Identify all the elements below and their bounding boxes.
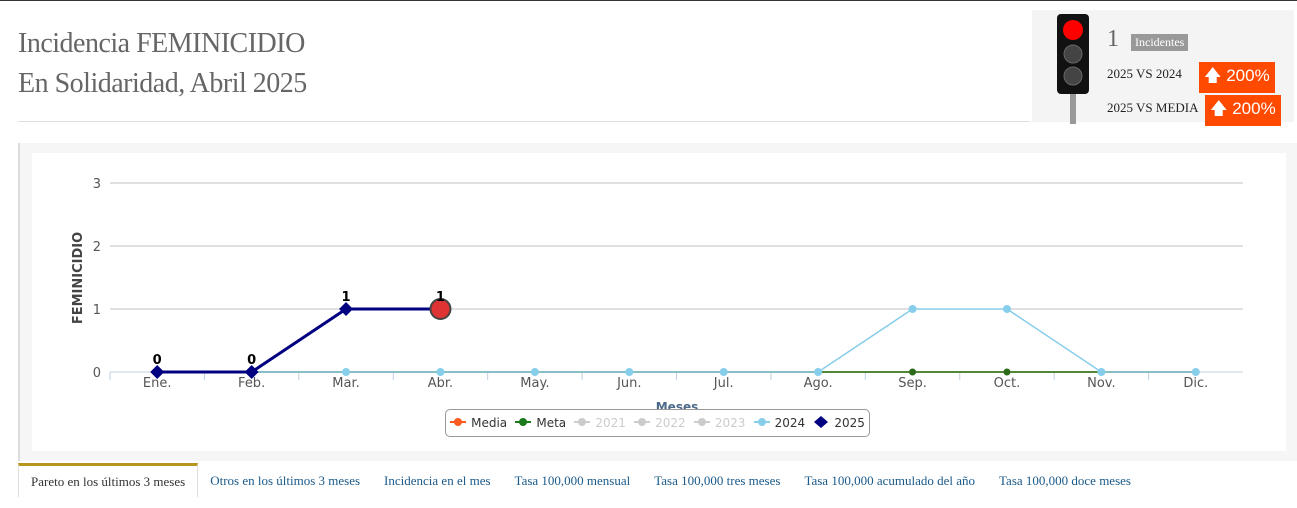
legend-item-2022[interactable]: 2022 [634, 416, 686, 430]
title-line-2: En Solidaridad, Abril 2025 [18, 68, 307, 99]
y-tick-label: 2 [93, 240, 101, 255]
chart-card [32, 153, 1286, 451]
legend-marker-icon [574, 416, 591, 430]
point-2024 [530, 368, 539, 376]
legend-label: 2024 [774, 416, 806, 430]
point-2024 [814, 368, 823, 376]
legend-marker-icon [634, 416, 651, 430]
page-title: Incidencia FEMINICIDIO En Solidaridad, A… [18, 24, 307, 104]
line-chart: 0 1 2 3 Ene. Feb. Mar. Abr. May. Jun. Jul. Ago. Sep.… [71, 177, 1243, 414]
x-tick-label: Feb. [238, 376, 265, 391]
legend-item-media[interactable]: Media [450, 416, 507, 430]
chart-legend: Media Meta 2021 2022 2023 2024 2025 [445, 409, 870, 437]
tab-4[interactable]: Tasa 100,000 tres meses [654, 473, 781, 488]
legend-label: 2022 [655, 416, 686, 430]
tab-0[interactable]: Pareto en los últimos 3 meses [18, 463, 199, 497]
x-tick-label: Nov. [1087, 376, 1116, 391]
tab-bar: Pareto en los últimos 3 meses Otros en lo… [18, 463, 1143, 497]
current-month-marker [429, 298, 452, 320]
y-axis-title: FEMINICIDIO [71, 232, 86, 324]
y-tick-label: 1 [93, 303, 101, 318]
legend-marker-icon [450, 416, 467, 430]
point-2024 [1002, 305, 1011, 313]
x-tick-label: Oct. [994, 376, 1021, 391]
legend-marker-icon [515, 416, 532, 430]
top-border [0, 0, 1297, 1]
tab-1[interactable]: Otros en los últimos 3 meses [210, 473, 361, 488]
legend-label: Meta [536, 416, 567, 430]
point-2024 [1097, 368, 1106, 376]
divider [18, 121, 1030, 122]
x-tick-label: Ago. [804, 376, 833, 391]
point-meta [909, 368, 917, 376]
vs-media-badge: 🡅 200% [1205, 95, 1281, 126]
x-tick-label: Sep. [898, 376, 927, 391]
vs-2024-badge: 🡅 200% [1199, 62, 1275, 93]
tab-3[interactable]: Tasa 100,000 mensual [514, 473, 631, 488]
legend-label: 2021 [595, 416, 626, 430]
x-tick-label: Ene. [143, 376, 172, 391]
point-2024 [625, 368, 634, 376]
vs-media-label: 2025 VS MEDIA [1107, 100, 1199, 115]
x-tick-label: Jul. [713, 376, 734, 391]
incident-count: 1 [1107, 26, 1119, 52]
legend-item-meta[interactable]: Meta [515, 416, 566, 430]
kpi-panel: 1 Incidentes 2025 VS 2024 🡅 200% 2025 VS… [1032, 10, 1294, 126]
x-tick-label: Jun. [616, 376, 641, 391]
y-tick-label: 3 [93, 177, 101, 192]
point-2024 [342, 368, 351, 376]
point-2025 [150, 365, 165, 379]
point-2025 [244, 365, 259, 379]
data-label: 1 [342, 290, 351, 305]
vs-2024-label: 2025 VS 2024 [1107, 66, 1182, 81]
tab-6[interactable]: Tasa 100,000 doce meses [999, 473, 1131, 488]
legend-marker-icon [753, 416, 770, 430]
tab-5[interactable]: Tasa 100,000 acumulado del año [804, 473, 976, 488]
legend-label: Media [471, 416, 508, 430]
tab-2[interactable]: Incidencia en el mes [384, 473, 491, 488]
legend-label: 2023 [714, 416, 746, 430]
data-label: 0 [247, 353, 256, 368]
chart-panel [18, 143, 1297, 461]
series-line-2024 [157, 308, 1196, 373]
x-tick-label: May. [520, 376, 549, 391]
point-2024 [436, 368, 445, 376]
data-label: 0 [153, 353, 162, 368]
arrow-up-icon: 🡅 [1210, 99, 1233, 118]
point-2024 [719, 368, 728, 376]
legend-marker-icon [813, 415, 829, 431]
point-2024 [1191, 368, 1200, 376]
x-tick-label: Mar. [332, 376, 359, 391]
title-line-1: Incidencia FEMINICIDIO [18, 28, 305, 59]
point-2025 [339, 302, 354, 316]
legend-item-2023[interactable]: 2023 [693, 416, 746, 430]
x-tick-label: Dic. [1183, 376, 1208, 391]
legend-item-2021[interactable]: 2021 [574, 416, 626, 430]
series-line-2025 [157, 307, 441, 374]
legend-item-2024[interactable]: 2024 [753, 416, 806, 430]
legend-label: 2025 [834, 416, 865, 430]
incidents-badge: Incidentes [1131, 34, 1189, 51]
arrow-up-icon: 🡅 [1204, 66, 1227, 85]
legend-marker-icon [693, 416, 710, 430]
legend-item-2025[interactable]: 2025 [813, 415, 865, 431]
point-2024 [908, 305, 917, 313]
x-tick-label: Abr. [428, 376, 453, 391]
point-meta [1003, 368, 1011, 376]
y-tick-label: 0 [93, 366, 101, 381]
data-label: 1 [436, 290, 445, 305]
traffic-light-icon [1057, 14, 1089, 124]
